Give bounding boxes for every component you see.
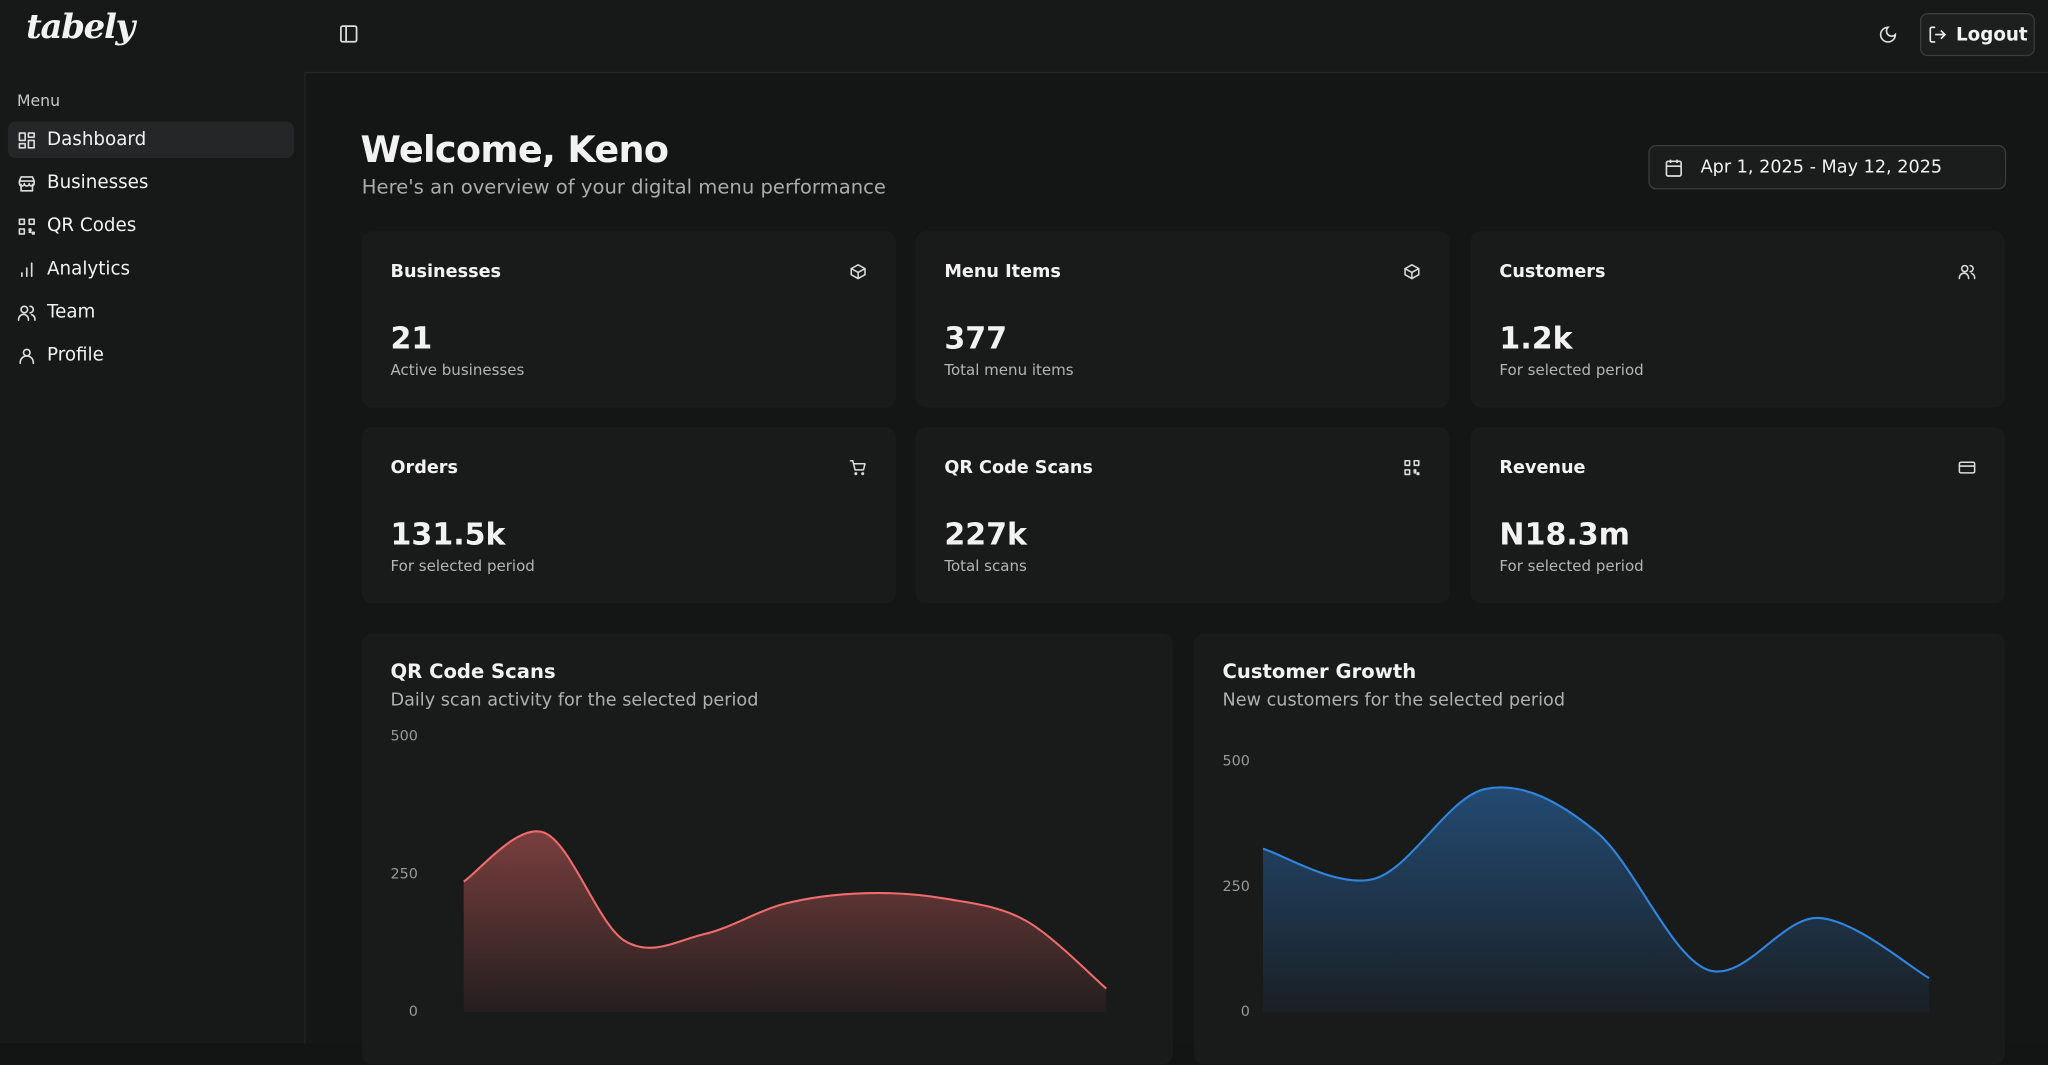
logout-icon (1928, 26, 1946, 43)
stat-card: QR Code Scans 227k Total scans (915, 427, 1450, 604)
area-chart: 0 250 500 (1223, 753, 1930, 1020)
stat-value: N18.3m (1499, 518, 1630, 553)
y-tick-label: 500 (391, 729, 418, 745)
stat-note: Total menu items (944, 360, 1074, 379)
calendar-icon (1665, 159, 1682, 177)
logout-button[interactable]: Logout (1919, 13, 2035, 57)
menu-label: Businesses (47, 172, 149, 194)
stat-card: Menu Items 377 Total menu items (915, 231, 1450, 408)
stat-value: 131.5k (390, 518, 506, 553)
stat-label: Customers (1499, 261, 1606, 283)
menu-item[interactable]: Profile (8, 337, 294, 374)
icon (21, 261, 33, 277)
stat-note: For selected period (390, 556, 535, 575)
icon (17, 304, 36, 321)
y-tick-label: 0 (409, 1004, 418, 1020)
y-tick-label: 250 (391, 866, 418, 882)
menu-item[interactable]: Team (8, 294, 294, 331)
chart-subtitle: Daily scan activity for the selected per… (390, 689, 759, 711)
stat-icon (1403, 457, 1421, 482)
stat-icon (1958, 261, 1976, 286)
icon (850, 264, 866, 280)
date-picker[interactable]: Apr 1, 2025 - May 12, 2025 (1648, 144, 2007, 190)
stat-card: Revenue N18.3m For selected period (1470, 427, 2005, 604)
stat-card: Customers 1.2k For selected period (1470, 231, 2005, 408)
menu-label: QR Codes (47, 215, 137, 237)
topbar: Logout (304, 0, 2048, 74)
sidebar-toggle[interactable] (338, 24, 359, 45)
date-range: Apr 1, 2025 - May 12, 2025 (1700, 156, 1943, 178)
stat-icon (1958, 457, 1976, 482)
stat-note: Active businesses (390, 360, 525, 379)
menu-item[interactable]: Dashboard (7, 121, 294, 159)
stat-label: QR Code Scans (944, 457, 1093, 479)
stat-label: Menu Items (944, 261, 1061, 283)
welcome-title: Welcome, Keno (360, 127, 669, 172)
icon (18, 175, 35, 192)
stat-label: Revenue (1499, 457, 1586, 479)
menu-label: Dashboard (47, 129, 147, 151)
icon (18, 217, 35, 235)
area-line (1262, 786, 1930, 980)
logo[interactable]: tabely (26, 7, 135, 48)
stat-value: 377 (944, 322, 1008, 357)
icon (1404, 459, 1420, 476)
menu-item[interactable]: Analytics (8, 251, 294, 288)
stat-note: Total scans (944, 556, 1027, 575)
icon (19, 347, 35, 364)
stat-icon (849, 261, 867, 286)
area-fill (1263, 787, 1930, 1013)
stat-note: For selected period (1499, 360, 1644, 379)
welcome-subtitle: Here's an overview of your digital menu … (361, 175, 886, 199)
stat-icon (1403, 261, 1421, 286)
menu-item[interactable]: Businesses (8, 165, 294, 202)
stat-card: Businesses 21 Active businesses (361, 231, 896, 408)
icon (849, 459, 866, 476)
menu-item[interactable]: QR Codes (8, 208, 294, 245)
sidebar: tabely Menu Dashboard Businesses QR Codes A… (0, 0, 306, 1044)
menu-label: Team (47, 301, 96, 323)
logout-label: Logout (1956, 24, 2028, 46)
area-fill (463, 831, 1107, 1013)
area-line (463, 830, 1107, 990)
icon (1404, 264, 1420, 280)
stat-label: Orders (390, 457, 458, 479)
area-chart: 0 250 500 (391, 729, 1107, 1020)
stat-icon (849, 457, 867, 482)
menu-heading: Menu (16, 91, 61, 110)
chart-title: QR Code Scans (390, 659, 556, 684)
menu-label: Analytics (47, 258, 131, 280)
icon (1958, 264, 1976, 280)
icon (1958, 461, 1976, 474)
chart-subtitle: New customers for the selected period (1222, 689, 1566, 711)
stat-label: Businesses (390, 261, 502, 283)
stat-value: 21 (390, 322, 433, 357)
y-tick-label: 0 (1241, 1004, 1250, 1020)
stat-note: For selected period (1499, 556, 1644, 575)
menu-label: Profile (47, 344, 104, 366)
stat-value: 227k (944, 518, 1028, 553)
stat-card: Orders 131.5k For selected period (361, 427, 896, 604)
theme-toggle[interactable] (1878, 25, 1898, 45)
chart-card: QR Code Scans Daily scan activity for the… (361, 633, 1173, 1065)
chart-card: Customer Growth New customers for the sel… (1193, 633, 2005, 1065)
stat-value: 1.2k (1499, 322, 1573, 357)
y-tick-label: 250 (1223, 879, 1250, 895)
icon (18, 131, 35, 148)
y-tick-label: 500 (1223, 753, 1250, 769)
chart-title: Customer Growth (1222, 659, 1417, 684)
